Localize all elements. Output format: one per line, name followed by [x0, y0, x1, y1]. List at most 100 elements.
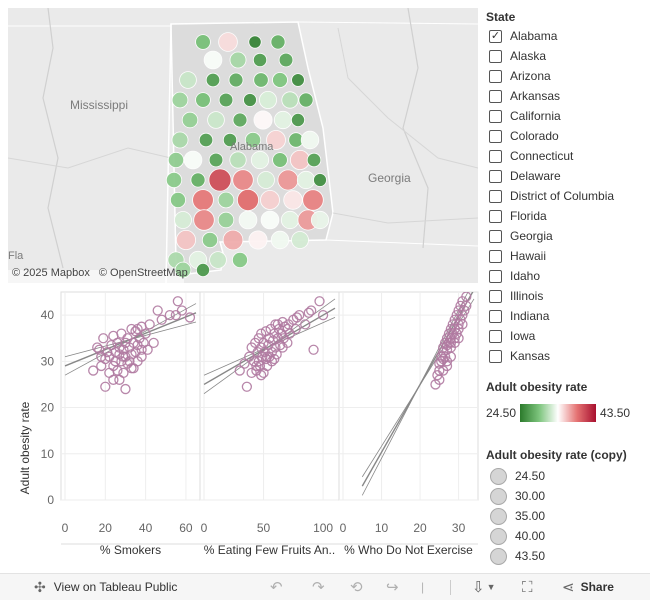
state-filter-item[interactable]: Colorado — [486, 126, 646, 146]
state-checkbox[interactable] — [489, 169, 502, 183]
county-marker[interactable] — [258, 91, 277, 110]
county-marker[interactable] — [222, 132, 238, 148]
state-filter-item[interactable]: Alaska — [486, 46, 646, 66]
data-point[interactable] — [156, 314, 167, 325]
state-checkbox[interactable] — [489, 129, 502, 143]
data-point[interactable] — [256, 370, 267, 381]
data-point[interactable] — [434, 374, 445, 385]
county-marker[interactable] — [273, 110, 293, 130]
scatter-plots[interactable]: Adult obesity rate 0 10 20 30 40 0 20 40 60 % Sm… — [0, 288, 480, 566]
county-marker[interactable] — [229, 151, 247, 169]
data-point[interactable] — [461, 300, 472, 312]
state-filter-item[interactable]: Iowa — [486, 326, 646, 346]
county-marker[interactable] — [253, 110, 273, 130]
data-point[interactable] — [303, 307, 314, 318]
state-checkbox[interactable] — [489, 269, 502, 283]
data-point[interactable] — [118, 351, 129, 362]
data-point[interactable] — [277, 342, 288, 353]
data-point[interactable] — [459, 305, 470, 316]
county-marker[interactable] — [171, 91, 189, 109]
redo-button[interactable]: ↷ — [312, 578, 325, 596]
county-marker[interactable] — [277, 169, 299, 191]
data-point[interactable] — [282, 323, 293, 335]
county-marker[interactable] — [244, 131, 262, 149]
state-filter-item[interactable]: Idaho — [486, 266, 646, 286]
map-canvas[interactable] — [8, 8, 478, 283]
county-marker[interactable] — [272, 72, 288, 88]
state-checkbox[interactable] — [489, 49, 502, 63]
county-marker[interactable] — [198, 132, 214, 148]
county-marker[interactable] — [192, 189, 214, 211]
county-marker[interactable] — [203, 50, 223, 70]
data-point[interactable] — [152, 305, 163, 316]
data-point[interactable] — [184, 312, 196, 323]
data-point[interactable] — [176, 305, 188, 316]
state-checkbox[interactable] — [489, 249, 502, 263]
county-marker[interactable] — [201, 231, 219, 249]
data-point[interactable] — [164, 309, 175, 321]
county-marker[interactable] — [232, 112, 248, 128]
state-filter-item[interactable]: Kansas — [486, 346, 646, 366]
county-marker[interactable] — [218, 32, 238, 52]
county-marker[interactable] — [306, 152, 322, 168]
data-point[interactable] — [251, 360, 262, 372]
county-marker[interactable] — [195, 92, 211, 108]
data-point[interactable] — [241, 381, 253, 392]
share-button[interactable]: ⋖ Share — [562, 578, 614, 596]
state-filter-item[interactable]: Indiana — [486, 306, 646, 326]
data-point[interactable] — [267, 335, 279, 346]
county-marker[interactable] — [291, 73, 305, 87]
data-point[interactable] — [172, 296, 184, 307]
state-checkbox[interactable] — [489, 69, 502, 83]
county-marker[interactable] — [195, 262, 210, 277]
state-checkbox[interactable] — [489, 109, 502, 123]
county-marker[interactable] — [248, 230, 268, 250]
county-marker[interactable] — [217, 191, 235, 209]
county-marker[interactable] — [257, 171, 275, 189]
county-marker[interactable] — [209, 251, 227, 269]
county-markers[interactable] — [165, 32, 330, 279]
state-checkbox[interactable] — [489, 229, 502, 243]
county-marker[interactable] — [272, 152, 288, 168]
data-point[interactable] — [132, 323, 143, 335]
county-marker[interactable] — [229, 51, 247, 69]
county-marker[interactable] — [207, 111, 225, 129]
osm-attribution[interactable]: © OpenStreetMap — [98, 267, 188, 279]
data-point[interactable] — [126, 363, 137, 374]
county-marker[interactable] — [236, 188, 259, 211]
state-filter-item[interactable]: Illinois — [486, 286, 646, 306]
data-point[interactable] — [308, 344, 319, 355]
data-point[interactable] — [457, 319, 468, 330]
county-marker[interactable] — [171, 131, 189, 149]
pause-button[interactable]: ❘ — [418, 581, 427, 594]
county-marker[interactable] — [243, 93, 257, 107]
state-checkbox[interactable] — [489, 189, 502, 203]
county-marker[interactable] — [222, 229, 244, 251]
state-checkbox[interactable] — [489, 329, 502, 343]
county-marker[interactable] — [165, 171, 183, 189]
county-marker[interactable] — [260, 190, 280, 210]
data-point[interactable] — [239, 358, 250, 369]
county-marker[interactable] — [270, 230, 290, 250]
state-checkbox[interactable] — [489, 349, 502, 363]
county-marker[interactable] — [193, 209, 215, 231]
data-point[interactable] — [100, 381, 111, 392]
state-filter-item[interactable]: Georgia — [486, 226, 646, 246]
state-filter-item[interactable]: Arkansas — [486, 86, 646, 106]
state-filter-item[interactable]: ✓ Alabama — [486, 26, 646, 46]
county-marker[interactable] — [250, 150, 270, 170]
data-point[interactable] — [142, 344, 153, 355]
data-point[interactable] — [112, 365, 123, 376]
county-marker[interactable] — [270, 34, 286, 50]
county-marker[interactable] — [179, 71, 197, 89]
data-point[interactable] — [112, 337, 123, 348]
data-point[interactable] — [449, 333, 460, 344]
data-point[interactable] — [294, 309, 305, 321]
state-checkbox[interactable]: ✓ — [489, 29, 502, 43]
county-marker[interactable] — [248, 35, 262, 49]
state-filter-item[interactable]: Connecticut — [486, 146, 646, 166]
data-point[interactable] — [118, 344, 129, 355]
data-point[interactable] — [291, 312, 303, 323]
county-marker[interactable] — [208, 168, 232, 192]
state-filter-item[interactable]: California — [486, 106, 646, 126]
